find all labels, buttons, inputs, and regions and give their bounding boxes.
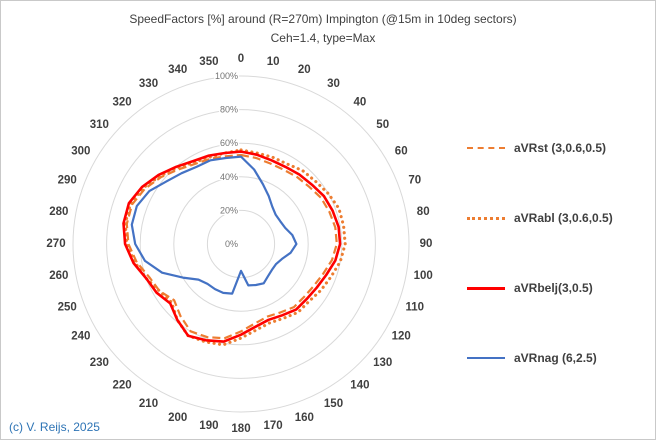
angle-label-50: 50 <box>376 119 389 131</box>
angle-label-270: 270 <box>46 238 65 250</box>
series-line-aVRnag <box>130 155 298 295</box>
radial-label-80%: 80% <box>220 105 238 115</box>
legend-label: aVRbelj(3,0.5) <box>514 281 593 295</box>
radial-label-0%: 0% <box>225 239 238 249</box>
radial-label-20%: 20% <box>220 205 238 215</box>
angle-label-100: 100 <box>414 270 433 282</box>
angle-label-20: 20 <box>298 64 311 76</box>
legend-line-sample-solid-blue <box>467 357 505 359</box>
angle-label-110: 110 <box>406 301 425 313</box>
angle-label-230: 230 <box>90 357 109 369</box>
angle-label-90: 90 <box>420 238 433 250</box>
angle-label-80: 80 <box>417 206 430 218</box>
legend-label: aVRst (3,0.6,0.5) <box>514 141 607 155</box>
radial-label-40%: 40% <box>220 172 238 182</box>
legend-entry-aVRst: aVRst (3,0.6,0.5) <box>467 141 613 155</box>
legend-line-sample-dashed-orange <box>467 147 505 149</box>
angle-label-210: 210 <box>139 398 158 410</box>
angle-label-250: 250 <box>58 301 77 313</box>
angle-label-350: 350 <box>199 56 218 68</box>
legend-entry-aVRnag: aVRnag (6,2.5) <box>467 351 613 365</box>
chart-title: SpeedFactors [%] around (R=270m) Impingt… <box>1 10 645 48</box>
angle-label-260: 260 <box>49 270 68 282</box>
angle-label-150: 150 <box>324 398 343 410</box>
chart-legend: aVRst (3,0.6,0.5) aVRabl (3,0.6,0.5) aVR… <box>467 141 613 365</box>
angle-label-160: 160 <box>295 412 314 424</box>
angle-label-130: 130 <box>373 357 392 369</box>
legend-entry-aVRabl: aVRabl (3,0.6,0.5) <box>467 211 613 225</box>
angle-label-0: 0 <box>238 53 244 65</box>
series-line-aVRst <box>125 153 338 340</box>
legend-label: aVRnag (6,2.5) <box>514 351 597 365</box>
radial-label-60%: 60% <box>220 138 238 148</box>
angle-label-140: 140 <box>350 380 369 392</box>
angle-label-180: 180 <box>231 423 250 435</box>
chart-title-line1: SpeedFactors [%] around (R=270m) Impingt… <box>129 12 517 26</box>
legend-label: aVRabl (3,0.6,0.5) <box>514 211 613 225</box>
angle-label-200: 200 <box>168 412 187 424</box>
angle-label-300: 300 <box>71 146 90 158</box>
angle-label-340: 340 <box>168 64 187 76</box>
angle-axis-labels: 0 10 20 30 40 50 60 70 80 90 100 110 120 130 140 150 160… <box>46 53 432 435</box>
radial-axis-labels: 0% 20% 40% 60% 80% 100% <box>213 70 239 251</box>
polar-grid <box>72 75 410 413</box>
angle-label-310: 310 <box>90 119 109 131</box>
angle-label-220: 220 <box>113 380 132 392</box>
series-line-aVRabl <box>123 148 347 347</box>
legend-entry-aVRbelj: aVRbelj(3,0.5) <box>467 281 613 295</box>
angle-label-320: 320 <box>113 96 132 108</box>
angle-label-60: 60 <box>395 146 408 158</box>
angle-label-10: 10 <box>267 56 280 68</box>
angle-label-30: 30 <box>327 78 340 90</box>
angle-label-330: 330 <box>139 78 158 90</box>
angle-label-70: 70 <box>408 175 421 187</box>
angle-label-120: 120 <box>392 331 411 343</box>
chart-title-line2: Ceh=1.4, type=Max <box>270 31 376 46</box>
angle-label-240: 240 <box>71 331 90 343</box>
angle-label-290: 290 <box>58 175 77 187</box>
legend-line-sample-solid-red <box>467 286 505 290</box>
copyright-text: (c) V. Reijs, 2025 <box>9 420 100 434</box>
radial-label-100%: 100% <box>215 71 238 81</box>
angle-label-170: 170 <box>264 420 283 432</box>
angle-label-190: 190 <box>199 420 218 432</box>
angle-label-280: 280 <box>49 206 68 218</box>
series-line-aVRbelj <box>122 150 342 343</box>
angle-label-40: 40 <box>354 96 367 108</box>
legend-line-sample-dotted-orange <box>467 216 505 220</box>
